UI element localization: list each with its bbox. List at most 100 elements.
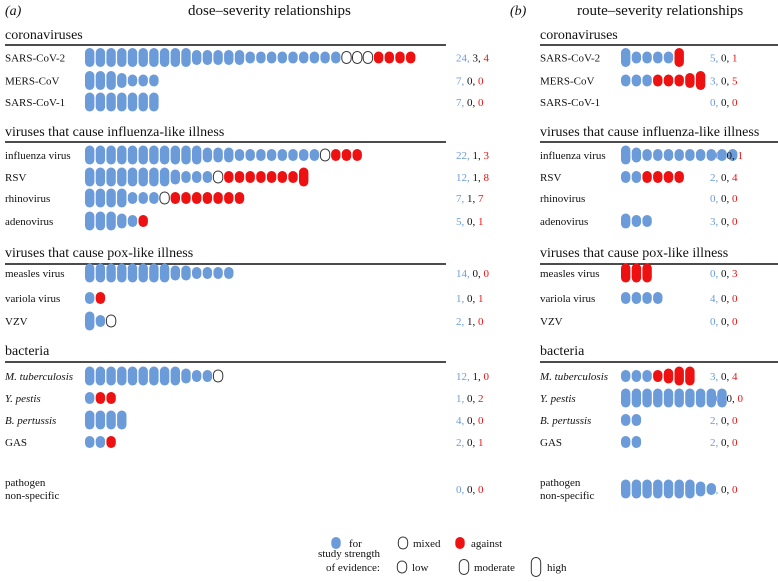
row-label: measles virus bbox=[540, 268, 600, 280]
row-counts: 4, 0, 0 bbox=[710, 293, 738, 305]
mark-for bbox=[320, 51, 330, 64]
mark-for bbox=[149, 145, 159, 165]
mark-for bbox=[685, 479, 695, 499]
mark-for bbox=[138, 167, 148, 187]
mark-for bbox=[106, 366, 116, 386]
mark-for bbox=[117, 92, 127, 112]
mark-for bbox=[299, 149, 309, 161]
mark-for bbox=[95, 145, 106, 165]
mark-for bbox=[106, 263, 116, 283]
row-label: pathogen bbox=[5, 477, 46, 489]
mark-for bbox=[127, 48, 138, 67]
mark-for bbox=[224, 267, 234, 279]
mark-for bbox=[642, 479, 652, 499]
legend-against-label: against bbox=[471, 538, 502, 550]
mark-for bbox=[149, 263, 159, 283]
mark-for bbox=[642, 292, 652, 304]
mark-for bbox=[202, 50, 213, 65]
mark-for bbox=[149, 74, 159, 87]
row-counts: 0, 0, 0 bbox=[710, 97, 738, 109]
mark-for bbox=[85, 211, 95, 231]
mark-for bbox=[653, 149, 663, 161]
mark-for bbox=[621, 370, 631, 382]
mark-for bbox=[695, 481, 706, 497]
mark-for bbox=[159, 48, 170, 67]
mark-for bbox=[674, 479, 684, 499]
mark-for bbox=[224, 50, 234, 65]
mark-for bbox=[717, 388, 727, 408]
panel-letter: (a) bbox=[5, 4, 22, 19]
mark-for bbox=[127, 167, 138, 187]
mark-for bbox=[621, 145, 631, 165]
mark-for bbox=[695, 149, 706, 161]
row-label: rhinovirus bbox=[540, 193, 585, 205]
row-counts: 2, 0, 4 bbox=[710, 172, 738, 184]
row-label: SARS-CoV-1 bbox=[5, 97, 65, 109]
mark-mixed bbox=[212, 369, 224, 383]
mark-for bbox=[117, 366, 127, 386]
row-counts: 0, 0, 0 bbox=[710, 316, 738, 328]
row-counts: 10, 0, 1 bbox=[710, 150, 743, 162]
mark-against bbox=[663, 368, 674, 384]
mark-against bbox=[245, 171, 255, 183]
row-label: pathogen bbox=[540, 477, 581, 489]
row-label: GAS bbox=[540, 437, 562, 449]
row-label: MERS-CoV bbox=[540, 76, 594, 88]
mark-for bbox=[85, 145, 95, 165]
row-counts: 0, 0, 3 bbox=[710, 268, 738, 280]
row-label: Y. pestis bbox=[540, 393, 576, 405]
mark-against bbox=[674, 171, 684, 183]
group-heading: coronaviruses bbox=[5, 28, 83, 43]
row-counts: 7, 0, 0 bbox=[456, 97, 484, 109]
row-label: RSV bbox=[5, 172, 26, 184]
mark-for bbox=[663, 388, 674, 408]
mark-for bbox=[127, 263, 138, 283]
mark-against bbox=[106, 436, 116, 448]
mark-for bbox=[106, 48, 116, 67]
mark-for bbox=[149, 192, 159, 204]
mark-against bbox=[685, 366, 695, 386]
mark-for bbox=[706, 388, 716, 408]
mark-for bbox=[170, 169, 180, 185]
mark-for bbox=[213, 267, 223, 279]
mark-against bbox=[674, 74, 684, 87]
group-heading: coronaviruses bbox=[540, 28, 618, 43]
mark-for bbox=[674, 388, 684, 408]
mark-for bbox=[621, 292, 631, 304]
mark-for bbox=[192, 267, 202, 279]
mark-for bbox=[245, 51, 255, 64]
row-counts: 5, 0, 1 bbox=[710, 53, 738, 65]
row-label: adenovirus bbox=[540, 216, 588, 228]
mark-for bbox=[631, 292, 642, 304]
mark-for bbox=[149, 366, 159, 386]
row-label: variola virus bbox=[5, 293, 60, 305]
mark-for bbox=[621, 414, 631, 426]
mark-for bbox=[85, 410, 95, 430]
mark-for bbox=[685, 149, 695, 161]
mark-for bbox=[266, 149, 277, 161]
row-label: MERS-CoV bbox=[5, 76, 59, 88]
mark-for bbox=[117, 73, 127, 88]
mark-for bbox=[127, 92, 138, 112]
row-label: M. tuberculosis bbox=[4, 371, 73, 383]
mark-for bbox=[202, 171, 213, 183]
mark-against bbox=[642, 171, 652, 183]
row-counts: 24, 3, 4 bbox=[456, 53, 490, 65]
mark-for bbox=[117, 48, 127, 67]
mark-for bbox=[181, 48, 191, 67]
mark-for bbox=[85, 366, 95, 386]
mark-against bbox=[663, 74, 674, 87]
mark-for bbox=[159, 263, 170, 283]
mark-for bbox=[621, 479, 631, 499]
mark-for bbox=[245, 149, 255, 161]
mark-against bbox=[138, 215, 148, 227]
mark-for bbox=[653, 479, 663, 499]
legend: for mixed against study strength of evidence… bbox=[318, 536, 567, 577]
mark-against bbox=[621, 263, 631, 283]
row-counts: 7, 1, 7 bbox=[456, 193, 484, 205]
mark-for bbox=[224, 147, 234, 163]
mark-for bbox=[159, 366, 170, 386]
mark-for bbox=[85, 48, 95, 67]
row-label: Y. pestis bbox=[5, 393, 41, 405]
mark-for bbox=[202, 267, 213, 279]
